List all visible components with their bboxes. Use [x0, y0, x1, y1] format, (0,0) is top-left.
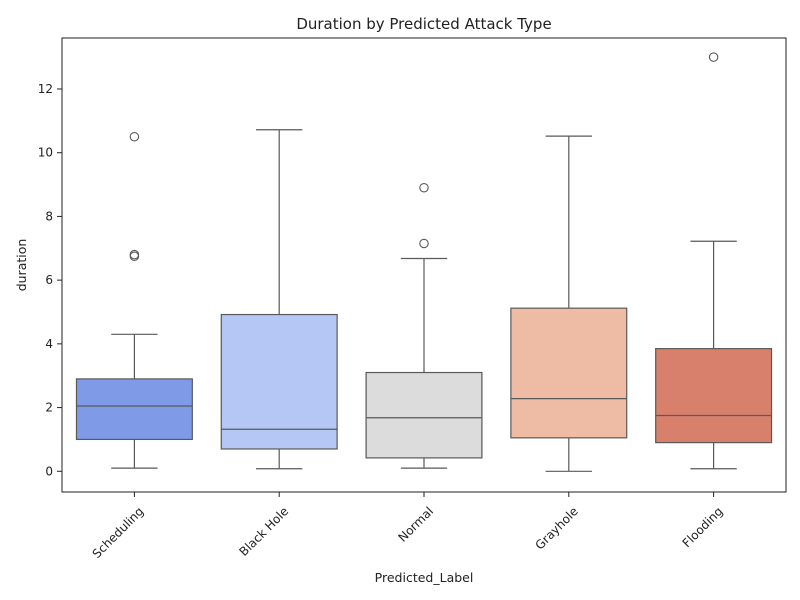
- x-tick-label: Scheduling: [90, 504, 147, 561]
- box-3: [510, 307, 628, 439]
- box-0: [75, 378, 193, 441]
- outlier-point: [419, 182, 429, 193]
- outlier-point: [129, 132, 140, 142]
- axes-frame: [61, 37, 787, 493]
- y-tick-label: 8: [45, 209, 53, 223]
- plot-area: 0 2 4 6 8 10 12 Scheduling Black Hole Normal Grayh…: [38, 37, 787, 561]
- box-4: [655, 348, 773, 444]
- x-tick-label: Black Hole: [237, 504, 292, 559]
- x-tick-label: Flooding: [680, 504, 726, 550]
- y-tick-label: 6: [45, 273, 53, 287]
- outlier-point: [419, 238, 429, 249]
- outlier-point: [708, 52, 719, 62]
- y-axis-label: duration: [14, 239, 29, 292]
- y-tick-label: 0: [45, 464, 53, 478]
- y-tick-label: 4: [45, 337, 53, 351]
- y-tick-label: 10: [38, 146, 53, 160]
- x-tick-label: Normal: [395, 504, 436, 545]
- x-axis-label: Predicted_Label: [375, 570, 474, 585]
- box-2: [365, 371, 483, 459]
- y-tick-label: 2: [45, 401, 53, 415]
- chart-title: Duration by Predicted Attack Type: [296, 15, 551, 33]
- x-tick-label: Grayhole: [533, 504, 581, 552]
- outlier-point: [129, 249, 140, 260]
- y-tick-label: 12: [38, 82, 53, 96]
- box-1: [220, 313, 338, 450]
